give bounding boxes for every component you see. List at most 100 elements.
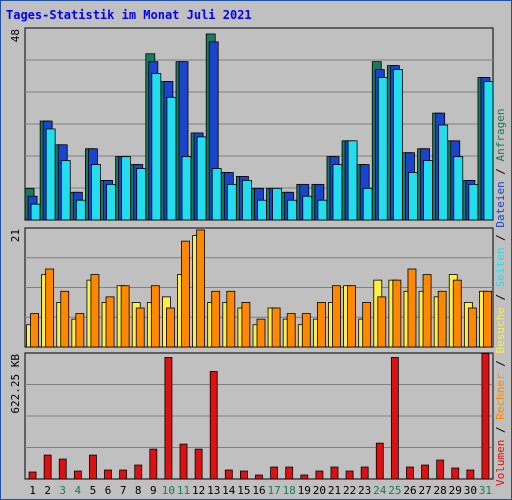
legend-item-dateien: Dateien (494, 181, 507, 227)
bar-seiten-day-9 (151, 73, 162, 221)
bar-seiten-day-24 (377, 77, 388, 221)
day-label-17: 17 (267, 484, 280, 497)
bar-seiten-day-14 (226, 183, 237, 221)
day-label-15: 15 (237, 484, 250, 497)
bar-volumen-day-1 (28, 471, 37, 480)
bar-rechner-day-15 (241, 302, 251, 348)
legend-item-besuche: Besuche (494, 307, 507, 353)
day-label-25: 25 (388, 484, 401, 497)
day-label-7: 7 (120, 484, 127, 497)
bar-seiten-day-27 (423, 160, 433, 221)
bar-volumen-day-6 (104, 469, 112, 480)
day-label-2: 2 (44, 484, 51, 497)
legend-text: Volumen / Rechner / Besuche / Seiten / D… (494, 108, 507, 486)
bar-rechner-day-4 (75, 313, 85, 348)
bar-seiten-day-7 (121, 156, 132, 221)
panel-max-label: 622.25 KB (9, 354, 22, 414)
bar-seiten-day-8 (136, 168, 147, 221)
day-label-30: 30 (464, 484, 477, 497)
bar-seiten-day-23 (362, 187, 373, 221)
bar-rechner-day-19 (301, 313, 311, 348)
bar-rechner-day-30 (467, 307, 477, 348)
bar-rechner-day-28 (437, 290, 447, 348)
panel-max-label: 21 (9, 229, 22, 242)
bar-volumen-day-2 (43, 454, 52, 480)
bar-volumen-day-15 (240, 470, 248, 480)
bar-rechner-day-10 (166, 307, 175, 348)
day-label-16: 16 (252, 484, 265, 497)
day-label-18: 18 (283, 484, 296, 497)
bar-seiten-day-19 (302, 195, 313, 221)
bar-rechner-day-20 (316, 302, 326, 348)
bar-volumen-day-27 (421, 464, 429, 480)
bar-volumen-day-17 (270, 466, 278, 480)
legend-item-seiten: Seiten (494, 248, 507, 288)
legend-separator: / (494, 228, 507, 248)
bar-volumen-day-12 (194, 448, 203, 480)
day-label-24: 24 (373, 484, 387, 497)
bar-seiten-day-30 (468, 183, 479, 221)
bar-rechner-day-31 (483, 290, 492, 348)
bar-rechner-day-3 (60, 290, 70, 348)
bar-seiten-day-11 (181, 156, 192, 221)
bar-volumen-day-14 (224, 469, 233, 480)
bar-volumen-day-19 (300, 474, 309, 480)
bar-volumen-day-22 (345, 470, 354, 480)
bar-seiten-day-10 (166, 96, 177, 221)
bar-seiten-day-16 (257, 199, 267, 221)
bar-seiten-day-13 (211, 168, 222, 221)
bar-volumen-day-29 (451, 467, 460, 480)
bar-volumen-day-20 (315, 470, 324, 480)
legend-item-volumen: Volumen (494, 440, 507, 486)
bar-volumen-day-13 (209, 370, 218, 480)
bar-volumen-day-30 (466, 469, 475, 480)
bar-volumen-day-11 (179, 443, 188, 480)
day-label-14: 14 (222, 484, 236, 497)
bar-rechner-day-25 (392, 279, 402, 348)
bar-rechner-day-2 (45, 268, 55, 348)
day-label-11: 11 (177, 484, 190, 497)
legend-separator: / (494, 354, 507, 374)
bar-seiten-day-4 (75, 199, 86, 221)
bar-volumen-day-26 (406, 466, 414, 480)
bar-rechner-day-8 (135, 307, 145, 348)
bar-volumen-day-5 (89, 454, 97, 480)
bar-rechner-day-22 (347, 285, 356, 348)
day-label-20: 20 (313, 484, 326, 497)
bar-rechner-day-14 (226, 290, 236, 348)
bar-rechner-day-17 (271, 307, 281, 348)
bar-rechner-day-6 (105, 296, 115, 348)
bar-rechner-day-16 (256, 318, 266, 348)
bar-rechner-day-12 (196, 229, 206, 348)
panel-visits: 21 (9, 227, 494, 348)
bar-rechner-day-11 (181, 240, 190, 348)
day-label-31: 31 (479, 484, 492, 497)
bar-seiten-day-29 (453, 156, 464, 221)
day-label-8: 8 (135, 484, 142, 497)
bar-rechner-day-1 (30, 313, 39, 348)
bar-rechner-day-18 (286, 313, 296, 348)
bar-seiten-day-15 (242, 180, 252, 221)
bar-rechner-day-9 (150, 285, 160, 348)
bar-rechner-day-13 (211, 290, 221, 348)
bar-volumen-day-10 (164, 357, 173, 480)
bar-seiten-day-17 (272, 187, 282, 221)
bar-rechner-day-27 (422, 274, 432, 348)
bar-volumen-day-18 (285, 466, 294, 480)
bar-volumen-day-23 (360, 466, 369, 480)
bar-volumen-day-3 (58, 458, 67, 480)
day-label-23: 23 (358, 484, 371, 497)
chart-title: Tages-Statistik im Monat Juli 2021 (6, 8, 252, 22)
bar-volumen-day-8 (134, 464, 143, 480)
bar-volumen-day-7 (119, 469, 128, 480)
day-label-12: 12 (192, 484, 205, 497)
panel-volume: 622.25 KB (9, 352, 494, 480)
legend-item-rechner: Rechner (494, 373, 507, 420)
bar-seiten-day-6 (106, 183, 116, 221)
bar-seiten-day-25 (392, 69, 403, 221)
day-label-3: 3 (59, 484, 66, 497)
bar-seiten-day-28 (438, 124, 449, 221)
bar-seiten-day-1 (30, 203, 41, 221)
day-label-5: 5 (90, 484, 97, 497)
